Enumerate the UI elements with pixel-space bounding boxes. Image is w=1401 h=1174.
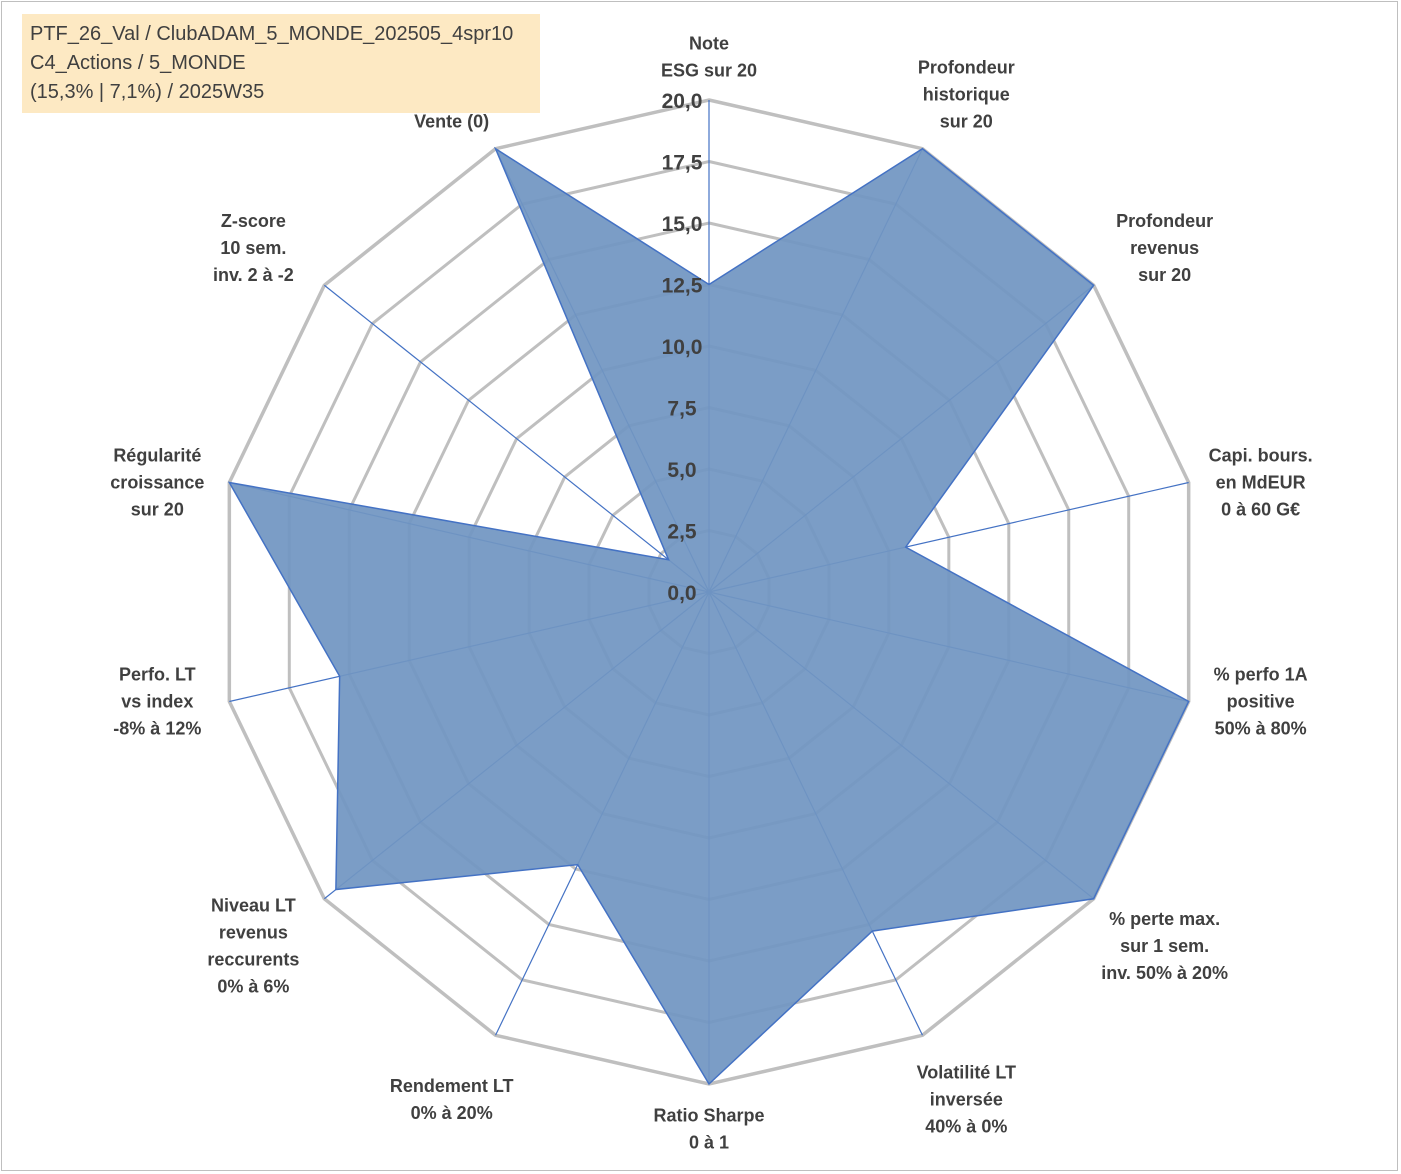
axis-label-line: 0% à 6% (217, 977, 289, 997)
tick-label: 7,5 (667, 398, 697, 421)
tick-label: 10,0 (662, 336, 703, 359)
axis-label-9: Niveau LT revenus reccurents 0% à 6% (207, 896, 299, 997)
axis-label-line: en MdEUR (1216, 473, 1306, 493)
axis-label-line: 40% à 0% (925, 1116, 1007, 1136)
axis-label-line: 0% à 20% (411, 1103, 493, 1123)
axis-label-line: inv. 2 à -2 (213, 265, 294, 285)
tick-label: 0,0 (667, 582, 696, 605)
axis-label-line: Profondeur (918, 58, 1015, 78)
axis-label-2: Profondeur revenus sur 20 (1116, 211, 1213, 285)
axis-label-line: Régularité (113, 446, 201, 466)
axis-label-line: sur 1 sem. (1120, 936, 1209, 956)
tick-label: 2,5 (667, 521, 697, 544)
axis-label-line: revenus (219, 923, 288, 943)
axis-label-0: Note ESG sur 20 (661, 34, 757, 81)
info-line-stats: (15,3% | 7,1%) / 2025W35 (30, 81, 265, 103)
axis-label-5: % perte max. sur 1 sem. inv. 50% à 20% (1101, 909, 1228, 983)
tick-label: 15,0 (662, 213, 703, 236)
info-box: PTF_26_Val / ClubADAM_5_MONDE_202505_4sp… (22, 14, 540, 113)
axis-label-line: 0 à 1 (689, 1133, 729, 1153)
axis-label-line: historique (923, 85, 1010, 105)
axis-label-line: inv. 50% à 20% (1101, 963, 1228, 983)
axis-label-7: Ratio Sharpe 0 à 1 (653, 1106, 764, 1153)
axis-label-line: Vente (0) (414, 112, 489, 132)
tick-label: 17,5 (662, 152, 703, 175)
tick-layer: 0,0 2,5 5,0 7,5 10,0 12,5 15,0 17,5 20,0 (662, 90, 703, 605)
axis-label-line: inversée (930, 1089, 1003, 1109)
axis-label-line: vs index (121, 691, 193, 711)
axis-label-line: Volatilité LT (917, 1062, 1016, 1082)
tick-label: 20,0 (662, 90, 703, 113)
info-line-portfolio: PTF_26_Val / ClubADAM_5_MONDE_202505_4sp… (30, 23, 514, 45)
axis-label-line: sur 20 (940, 112, 993, 132)
series-layer (227, 146, 1190, 1086)
axis-label-12: Z-score 10 sem. inv. 2 à -2 (213, 211, 294, 285)
axis-label-10: Perfo. LT vs index -8% à 12% (113, 664, 201, 738)
axis-label-11: Régularité croissance sur 20 (110, 446, 204, 520)
spoke-12 (323, 284, 710, 593)
tick-label: 12,5 (662, 275, 703, 298)
axis-label-6: Volatilité LT inversée 40% à 0% (917, 1062, 1016, 1136)
axis-label-line: Niveau LT (211, 896, 296, 916)
axis-label-line: ESG sur 20 (661, 61, 757, 81)
series-area (227, 146, 1190, 1086)
axis-label-line: Profondeur (1116, 211, 1213, 231)
axis-label-line: Capi. bours. (1209, 446, 1313, 466)
axis-label-line: croissance (110, 473, 204, 493)
axis-label-3: Capi. bours. en MdEUR 0 à 60 G€ (1209, 446, 1313, 520)
axis-label-line: Ratio Sharpe (653, 1106, 764, 1126)
axis-label-1: Profondeur historique sur 20 (918, 58, 1015, 132)
axis-label-line: Note (689, 34, 729, 54)
axis-label-line: sur 20 (1138, 265, 1191, 285)
axis-label-line: reccurents (207, 950, 299, 970)
axis-label-line: Perfo. LT (119, 664, 196, 684)
axis-label-8: Rendement LT 0% à 20% (390, 1076, 514, 1123)
axis-label-line: 0 à 60 G€ (1221, 500, 1300, 520)
axis-label-line: % perte max. (1109, 909, 1220, 929)
axis-label-line: revenus (1130, 238, 1199, 258)
axis-label-line: 50% à 80% (1215, 718, 1307, 738)
axis-label-line: Z-score (221, 211, 286, 231)
info-line-category: C4_Actions / 5_MONDE (30, 52, 246, 74)
axis-label-line: -8% à 12% (113, 718, 201, 738)
axis-label-line: positive (1227, 691, 1295, 711)
axis-label-line: sur 20 (131, 500, 184, 520)
axis-label-line: % perfo 1A (1214, 664, 1308, 684)
axis-label-4: % perfo 1A positive 50% à 80% (1214, 664, 1308, 738)
tick-label: 5,0 (667, 459, 696, 482)
axis-label-line: 10 sem. (220, 238, 286, 258)
axis-label-line: Rendement LT (390, 1076, 514, 1096)
